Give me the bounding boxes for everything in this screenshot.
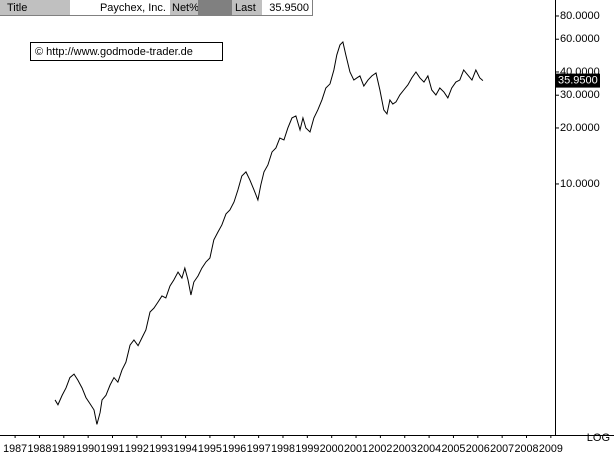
y-tick-label: 60.0000	[560, 33, 600, 45]
header-net-label: Net%	[172, 2, 199, 14]
last-value-label: 35.9500	[558, 75, 598, 87]
x-tick-label: 1992	[125, 443, 149, 455]
x-tick-label: 1990	[76, 443, 100, 455]
x-tick-label: 1998	[271, 443, 295, 455]
y-tick-label: 80.0000	[560, 10, 600, 22]
header-cell	[170, 0, 198, 15]
x-tick-label: 1991	[101, 443, 125, 455]
x-tick-label: 1993	[149, 443, 173, 455]
price-line	[54, 40, 484, 425]
y-tick-label: 20.0000	[560, 122, 600, 134]
y-tick-label: 30.0000	[560, 89, 600, 101]
x-tick-label: 2007	[490, 443, 514, 455]
x-tick-label: 2003	[393, 443, 417, 455]
header-cell	[232, 0, 262, 15]
x-tick-label: 2006	[466, 443, 490, 455]
x-tick-label: 2000	[320, 443, 344, 455]
watermark-box	[30, 42, 223, 61]
x-tick-label: 2005	[441, 443, 465, 455]
watermark: © http://www.godmode-trader.de	[35, 46, 193, 58]
x-tick-label: 2009	[539, 443, 563, 455]
x-tick-label: 1989	[52, 443, 76, 455]
header-name: Paychex, Inc.	[100, 2, 166, 14]
x-tick-label: 2008	[515, 443, 539, 455]
y-tick-label: 10.0000	[560, 178, 600, 190]
x-tick-label: 1994	[174, 443, 198, 455]
header-title-label: Title	[7, 2, 27, 14]
header-cell	[0, 0, 70, 15]
last-value-box	[556, 73, 600, 88]
header-last-value: 35.9500	[269, 2, 309, 14]
x-tick-label: 1997	[247, 443, 271, 455]
header-cell	[198, 0, 232, 15]
x-tick-label: 2001	[344, 443, 368, 455]
x-tick-label: 1995	[198, 443, 222, 455]
x-tick-label: 1999	[295, 443, 319, 455]
scale-label: LOG	[587, 432, 610, 444]
x-tick-label: 1988	[27, 443, 51, 455]
x-tick-label: 1987	[3, 443, 27, 455]
x-tick-label: 2004	[417, 443, 441, 455]
header-last-label: Last	[235, 2, 256, 14]
x-tick-label: 2002	[368, 443, 392, 455]
x-tick-label: 1996	[222, 443, 246, 455]
